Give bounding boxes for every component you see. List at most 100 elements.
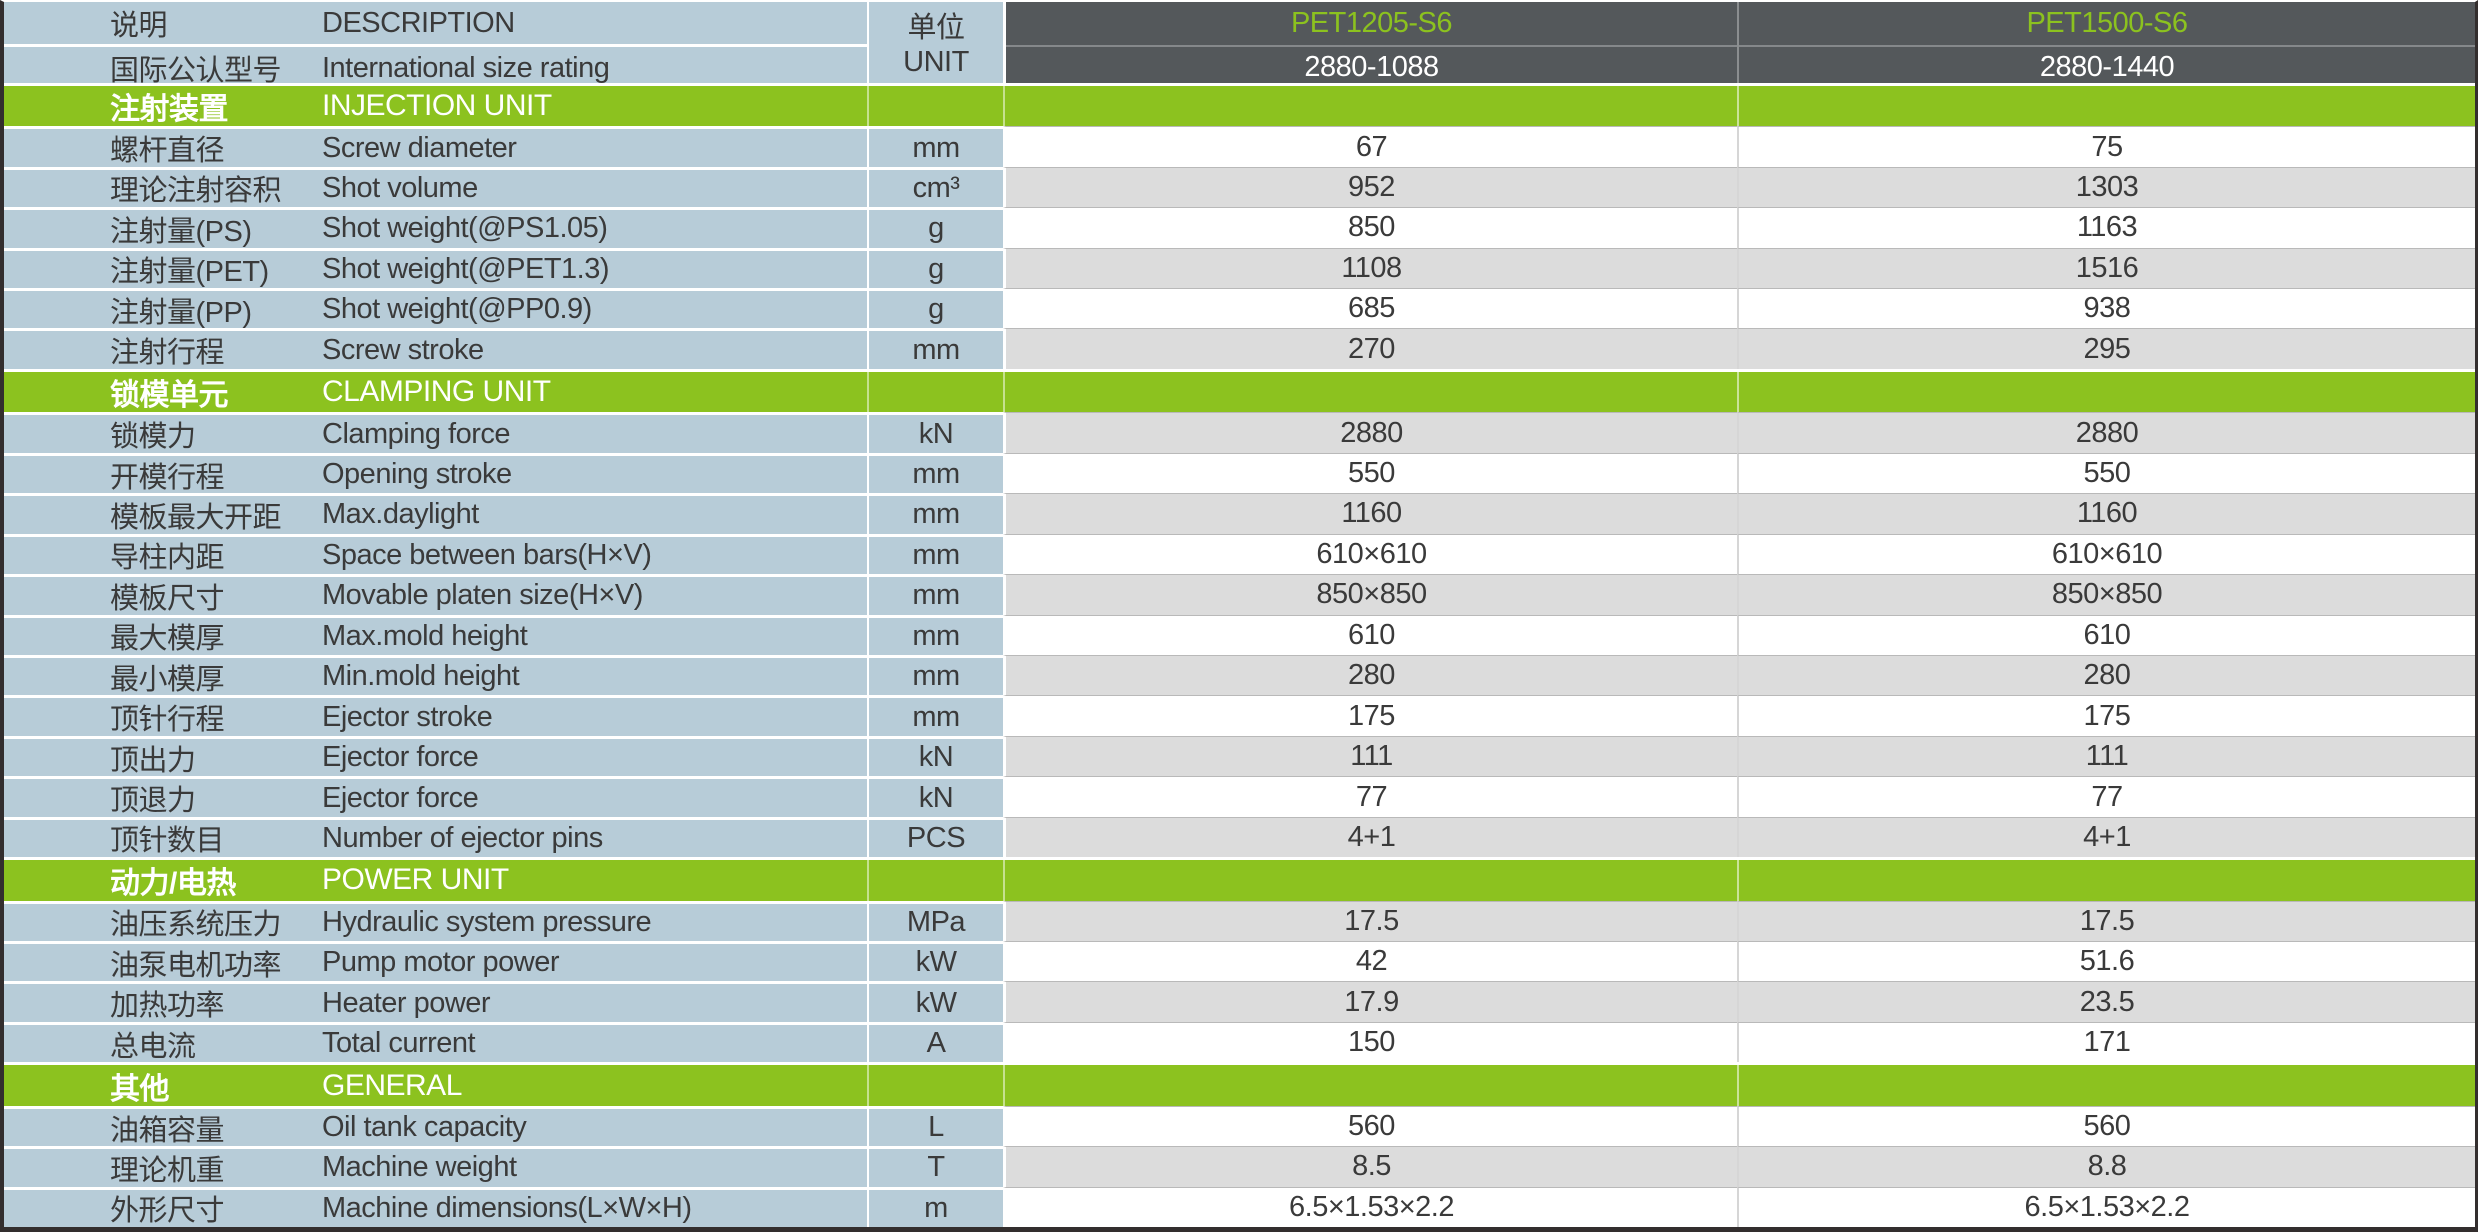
row-label-en: Ejector stroke — [314, 695, 867, 736]
section-filler-value-2 — [1737, 371, 2475, 413]
table-row: 模板尺寸 Movable platen size(H×V) mm 850×850… — [4, 574, 2475, 615]
table-row: 顶针数目 Number of ejector pins PCS 4+1 4+1 — [4, 816, 2475, 858]
table-row: 最大模厚 Max.mold height mm 610 610 — [4, 614, 2475, 655]
section-filler-value-1 — [1003, 85, 1737, 127]
section-title-en: INJECTION UNIT — [322, 89, 552, 123]
row-unit: mm — [867, 328, 1003, 369]
row-value-model-2: 850×850 — [1737, 574, 2475, 615]
row-unit: g — [867, 247, 1003, 289]
row-value-model-2: 280 — [1737, 654, 2475, 696]
table-row: 理论机重 Machine weight T 8.5 8.8 — [4, 1146, 2475, 1187]
row-value-model-1: 6.5×1.53×2.2 — [1003, 1186, 1737, 1227]
row-value-model-1: 550 — [1003, 452, 1737, 494]
row-value-model-1: 175 — [1003, 695, 1737, 736]
header-unit-cn: 单位 — [907, 12, 965, 45]
section-filler-unit — [867, 1065, 1003, 1106]
row-label-cn: 顶出力 — [4, 735, 314, 777]
row-value-model-2: 550 — [1737, 452, 2475, 494]
row-label-cn: 注射量(PET) — [4, 247, 314, 288]
row-unit: mm — [867, 452, 1003, 494]
row-label-cn: 螺杆直径 — [4, 126, 314, 167]
row-value-model-2: 938 — [1737, 288, 2475, 329]
row-value-model-2: 17.5 — [1737, 900, 2475, 942]
model-name-1: PET1205-S6 — [1006, 2, 1737, 47]
row-label-en: Heater power — [314, 981, 867, 1022]
table-row: 顶出力 Ejector force kN 111 111 — [4, 735, 2475, 777]
row-unit: kN — [867, 776, 1003, 817]
row-label-en: Clamping force — [314, 412, 867, 453]
row-label-en: Number of ejector pins — [314, 816, 867, 858]
row-value-model-1: 610 — [1003, 614, 1737, 655]
row-label-en: Max.daylight — [314, 493, 867, 534]
row-value-model-2: 1516 — [1737, 247, 2475, 289]
row-value-model-2: 4+1 — [1737, 816, 2475, 858]
row-label-en: Pump motor power — [314, 941, 867, 982]
row-label-cn: 注射量(PP) — [4, 288, 314, 329]
row-label-cn: 油压系统压力 — [4, 900, 314, 941]
row-value-model-2: 111 — [1737, 735, 2475, 777]
row-unit: cm³ — [867, 166, 1003, 208]
row-label-cn: 模板尺寸 — [4, 574, 314, 615]
table-row: 油泵电机功率 Pump motor power kW 42 51.6 — [4, 941, 2475, 982]
row-value-model-2: 610×610 — [1737, 533, 2475, 575]
section-filler-unit — [867, 371, 1003, 413]
row-value-model-2: 1160 — [1737, 493, 2475, 534]
section-filler-value-1 — [1003, 371, 1737, 413]
row-label-en: Screw diameter — [314, 126, 867, 167]
row-unit: A — [867, 1021, 1003, 1063]
table-row: 螺杆直径 Screw diameter mm 67 75 — [4, 126, 2475, 167]
row-value-model-1: 77 — [1003, 776, 1737, 817]
model-size-rating-1: 2880-1088 — [1304, 51, 1439, 84]
row-label-cn: 模板最大开距 — [4, 493, 314, 534]
row-value-model-1: 67 — [1003, 126, 1737, 167]
row-unit: PCS — [867, 816, 1003, 858]
row-label-en: Ejector force — [314, 735, 867, 777]
row-unit: m — [867, 1186, 1003, 1227]
section-filler-value-1 — [1003, 1065, 1737, 1106]
row-label-cn: 理论机重 — [4, 1146, 314, 1187]
row-value-model-2: 6.5×1.53×2.2 — [1737, 1186, 2475, 1227]
row-label-en: Movable platen size(H×V) — [314, 574, 867, 615]
section-title-en: CLAMPING UNIT — [322, 375, 551, 409]
row-value-model-2: 51.6 — [1737, 941, 2475, 982]
row-value-model-2: 1163 — [1737, 207, 2475, 248]
row-value-model-1: 685 — [1003, 288, 1737, 329]
row-unit: mm — [867, 695, 1003, 736]
table-header: 说明 DESCRIPTION 国际公认型号 International size… — [4, 2, 2475, 89]
model-size-rating-2: 2880-1440 — [2039, 51, 2175, 84]
row-value-model-1: 1108 — [1003, 247, 1737, 289]
table-row: 锁模力 Clamping force kN 2880 2880 — [4, 412, 2475, 453]
row-value-model-2: 171 — [1737, 1021, 2475, 1063]
row-label-cn: 注射行程 — [4, 328, 314, 369]
row-value-model-1: 952 — [1003, 166, 1737, 208]
row-label-cn: 理论注射容积 — [4, 166, 314, 207]
row-label-en: Machine dimensions(L×W×H) — [314, 1186, 867, 1227]
header-size-rating-en: International size rating — [314, 44, 867, 89]
section-title-cn: 锁模单元 — [110, 379, 229, 413]
row-value-model-2: 23.5 — [1737, 981, 2475, 1022]
section-filler-value-1 — [1003, 860, 1737, 901]
row-label-en: Max.mold height — [314, 614, 867, 655]
row-label-cn: 油箱容量 — [4, 1105, 314, 1147]
table-row: 注射量(PS) Shot weight(@PS1.05) g 850 1163 — [4, 207, 2475, 248]
row-label-cn: 注射量(PS) — [4, 207, 314, 248]
row-label-cn: 最大模厚 — [4, 614, 314, 655]
model-column-header-1: PET1205-S6 2880-1088 — [1003, 2, 1737, 89]
row-unit: mm — [867, 493, 1003, 534]
row-value-model-2: 175 — [1737, 695, 2475, 736]
row-value-model-1: 610×610 — [1003, 533, 1737, 575]
row-label-en: Ejector force — [314, 776, 867, 817]
row-unit: g — [867, 288, 1003, 329]
row-unit: mm — [867, 533, 1003, 575]
row-value-model-1: 560 — [1003, 1105, 1737, 1147]
section-filler-unit — [867, 85, 1003, 127]
row-unit: g — [867, 207, 1003, 248]
section-filler-value-2 — [1737, 860, 2475, 901]
row-label-cn: 顶针行程 — [4, 695, 314, 736]
row-label-en: Opening stroke — [314, 452, 867, 494]
row-label-en: Screw stroke — [314, 328, 867, 369]
row-label-cn: 总电流 — [4, 1021, 314, 1063]
row-value-model-2: 295 — [1737, 328, 2475, 369]
section-title-cn: 动力/电热 — [110, 867, 236, 901]
row-label-en: Shot volume — [314, 166, 867, 208]
